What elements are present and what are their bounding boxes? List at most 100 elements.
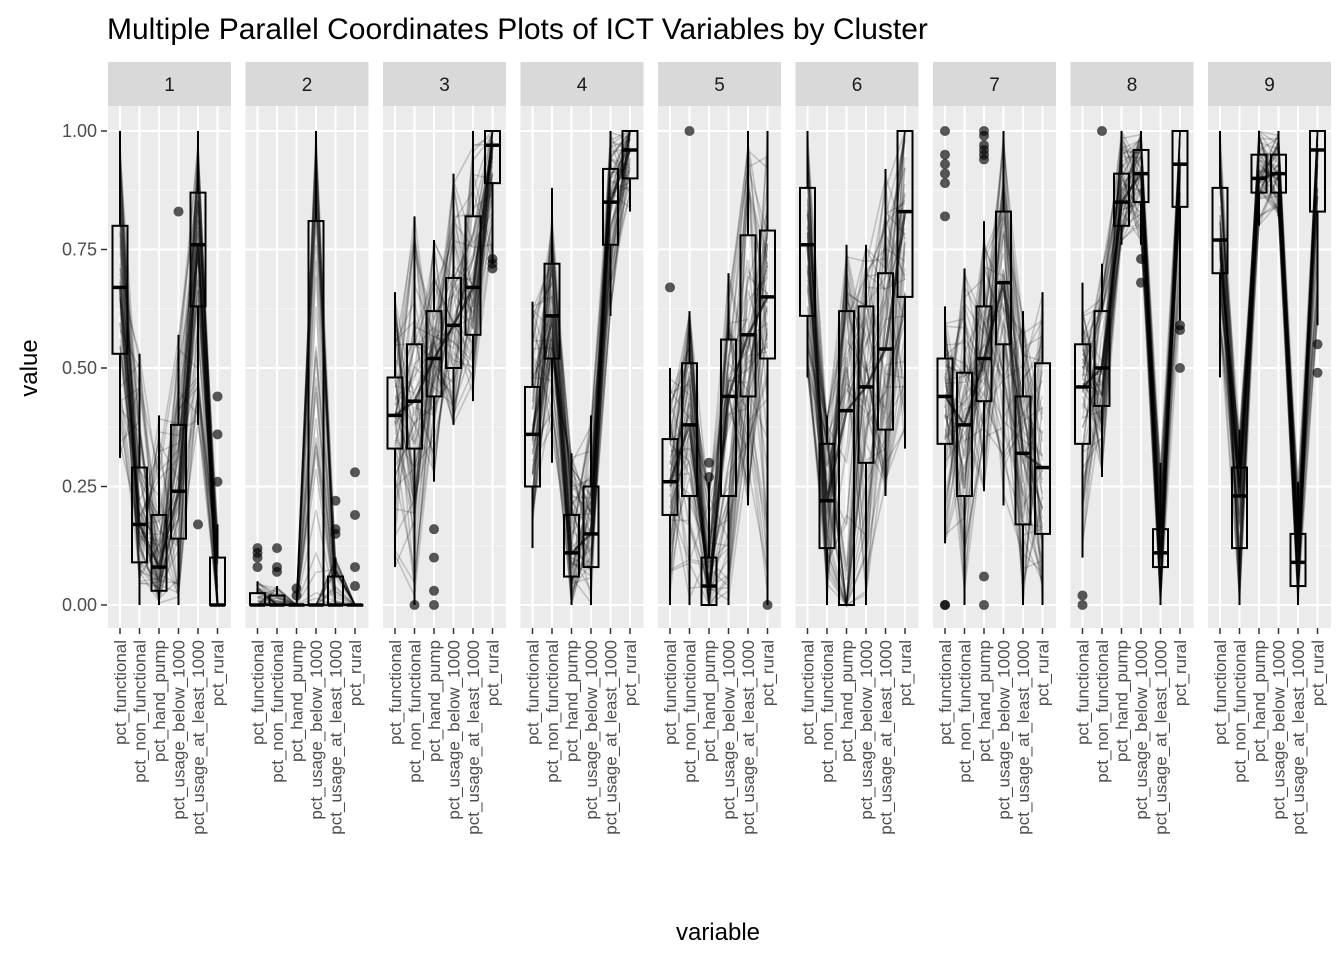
parallel-line (1081, 212, 1181, 603)
outlier-point (1175, 363, 1185, 373)
outlier-point (979, 130, 989, 141)
outlier-point (940, 211, 950, 222)
outlier-point (272, 543, 282, 554)
parallel-line (944, 276, 1044, 573)
parallel-line (394, 130, 494, 505)
parallel-line (806, 283, 906, 463)
parallel-line (119, 332, 219, 606)
x-tick-label: pct_functional (386, 640, 405, 745)
median-line (943, 282, 1044, 469)
parallel-line (394, 156, 494, 520)
facet-panel: 3 pct_functional pct_non_functional pct_han… (383, 62, 506, 835)
outlier-point (940, 149, 950, 160)
parallel-line (944, 329, 1044, 563)
parallel-line (1219, 148, 1319, 594)
parallel-line (531, 161, 631, 604)
outlier-point (429, 552, 439, 563)
parallel-line (944, 149, 1044, 553)
parallel-line (806, 232, 906, 606)
boxplot (484, 130, 501, 274)
boxplot (621, 130, 639, 212)
box-iqr (1074, 343, 1091, 445)
parallel-line (669, 177, 769, 591)
parallel-line (944, 234, 1044, 518)
boxplot (700, 457, 718, 606)
box-iqr (189, 191, 207, 308)
parallel-line (669, 289, 769, 541)
outlier-point (350, 562, 360, 573)
box-iqr (543, 262, 561, 360)
x-tick-label: pct_functional (249, 640, 268, 745)
parallel-line (531, 130, 631, 605)
box-iqr (150, 513, 168, 592)
parallel-line (944, 140, 1044, 399)
x-tick-label: pct_usage_at_least_1000 (1152, 640, 1171, 835)
parallel-line (1082, 146, 1181, 589)
parallel-line (394, 151, 494, 424)
parallel-line (119, 219, 219, 580)
outlier-point (665, 282, 675, 293)
parallel-lines (1218, 129, 1319, 604)
x-tick-label: pct_rural (621, 640, 640, 706)
boxplot (445, 173, 462, 425)
x-tick-label: pct_usage_at_least_1000 (602, 640, 621, 835)
parallel-line (531, 130, 631, 598)
parallel-line (669, 305, 769, 606)
x-tick-label: pct_rural (346, 640, 365, 706)
outlier-point (979, 600, 989, 610)
box-iqr (896, 130, 914, 298)
parallel-line (806, 210, 906, 452)
parallel-line (1081, 171, 1181, 596)
parallel-line (806, 286, 906, 607)
outlier-point (704, 472, 714, 483)
parallel-line (532, 130, 631, 525)
x-tick-label: pct_usage_below_1000 (857, 640, 876, 820)
parallel-line (944, 198, 1043, 427)
parallel-line (806, 211, 906, 465)
parallel-line (944, 158, 1044, 509)
parallel-line (394, 182, 494, 446)
parallel-line (944, 301, 1044, 590)
parallel-line (119, 201, 219, 590)
parallel-line (531, 192, 631, 553)
outlier-point (940, 126, 950, 136)
parallel-lines (531, 130, 632, 605)
box-iqr (995, 210, 1012, 346)
parallel-line (944, 375, 1044, 573)
parallel-line (944, 217, 1044, 605)
parallel-line (394, 141, 494, 475)
parallel-line (669, 265, 769, 562)
box-iqr (720, 338, 737, 497)
x-tick-label: pct_non_functional (268, 640, 287, 783)
parallel-line (119, 395, 219, 606)
parallel-line (119, 285, 219, 595)
x-tick-label: pct_functional (661, 640, 680, 745)
parallel-line (394, 140, 494, 445)
parallel-line (944, 242, 1044, 485)
parallel-line (531, 130, 631, 522)
parallel-line (1219, 147, 1319, 503)
parallel-line (531, 130, 631, 499)
parallel-lines (668, 134, 769, 609)
parallel-line (257, 185, 356, 606)
parallel-line (944, 234, 1044, 525)
facet-strip (520, 62, 644, 106)
parallel-line (669, 232, 769, 608)
boxplot (209, 391, 226, 607)
parallel-line (531, 130, 631, 587)
parallel-line (119, 280, 219, 606)
x-tick-label: pct_functional (1074, 640, 1093, 745)
parallel-line (944, 173, 1044, 605)
parallel-line (1219, 141, 1319, 589)
parallel-line (944, 318, 1044, 523)
parallel-line (394, 134, 493, 447)
parallel-line (806, 254, 906, 484)
parallel-line (669, 200, 769, 595)
parallel-line (944, 306, 1043, 523)
outlier-point (1136, 253, 1146, 264)
parallel-line (394, 130, 494, 599)
boxplot (111, 131, 129, 459)
parallel-line (531, 167, 631, 583)
facet-strip (1070, 62, 1194, 106)
median-line (1218, 149, 1319, 563)
